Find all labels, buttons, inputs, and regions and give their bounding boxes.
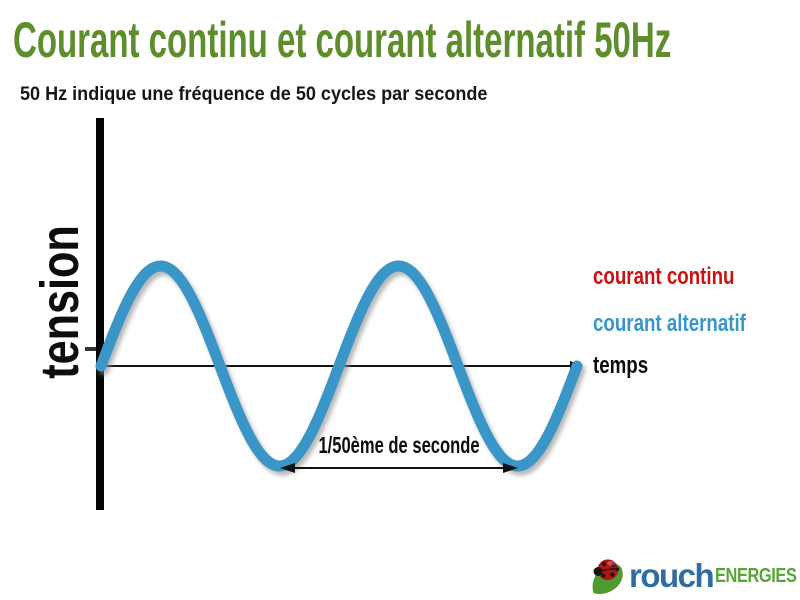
period-annotation: 1/50ème de seconde bbox=[318, 432, 480, 458]
ladybug-wing-split bbox=[598, 567, 619, 572]
ladybug-spot bbox=[611, 562, 616, 567]
ac-sine-wave bbox=[95, 260, 583, 472]
period-arrowhead-left bbox=[280, 463, 295, 473]
logo-brand-text: rouch bbox=[629, 557, 715, 594]
time-axis-label: temps bbox=[593, 352, 649, 379]
tension-axis bbox=[96, 118, 104, 510]
y-axis-label: tension bbox=[30, 225, 90, 379]
ladybug-spot bbox=[601, 573, 606, 578]
tension-axis-tick bbox=[85, 347, 96, 351]
page-subtitle: 50 Hz indique une fréquence de 50 cycles… bbox=[20, 84, 488, 105]
ladybug-head bbox=[593, 567, 603, 576]
period-arrowhead-right bbox=[503, 463, 518, 473]
ladybug-highlight bbox=[607, 561, 616, 566]
dc-current-label: courant continu bbox=[593, 263, 735, 290]
logo-suffix-text: ENERGIES bbox=[715, 564, 797, 587]
logo: rouch ENERGIES bbox=[589, 556, 800, 596]
ac-current-label: courant alternatif bbox=[593, 310, 746, 337]
ladybug-spot bbox=[602, 561, 607, 566]
period-measure-arrow bbox=[280, 463, 518, 473]
ladybug-on-leaf-icon bbox=[592, 559, 623, 594]
ladybug-spot bbox=[610, 572, 615, 577]
ladybug-spot bbox=[615, 567, 620, 572]
page-title: Courant continu et courant alternatif 50… bbox=[13, 12, 672, 68]
